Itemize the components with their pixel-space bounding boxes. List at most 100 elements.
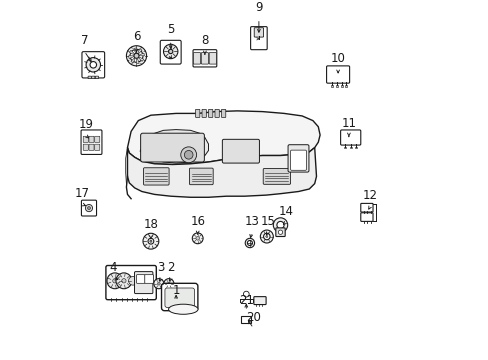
Text: 5: 5 (167, 23, 174, 36)
Polygon shape (138, 57, 143, 62)
FancyBboxPatch shape (195, 109, 200, 117)
Polygon shape (128, 56, 133, 59)
Bar (349, 147, 351, 148)
Text: 10: 10 (330, 52, 345, 65)
Bar (345, 85, 347, 86)
FancyBboxPatch shape (250, 27, 266, 50)
FancyBboxPatch shape (360, 213, 372, 221)
Circle shape (196, 237, 199, 240)
Text: 9: 9 (255, 1, 262, 14)
Circle shape (85, 204, 92, 212)
Polygon shape (131, 58, 135, 63)
Text: 12: 12 (362, 189, 377, 202)
Bar (241, 316, 251, 323)
Text: 13: 13 (244, 215, 259, 228)
Circle shape (116, 273, 132, 289)
Circle shape (168, 49, 172, 54)
Polygon shape (127, 148, 316, 197)
Text: 8: 8 (201, 34, 208, 47)
FancyBboxPatch shape (209, 53, 216, 64)
Polygon shape (136, 59, 139, 64)
Circle shape (122, 279, 126, 283)
FancyBboxPatch shape (254, 28, 263, 37)
Polygon shape (138, 49, 142, 54)
Text: 20: 20 (245, 311, 261, 324)
Text: 4: 4 (109, 261, 117, 274)
Polygon shape (129, 50, 134, 54)
FancyBboxPatch shape (141, 133, 204, 162)
FancyBboxPatch shape (340, 130, 360, 145)
Text: 1: 1 (172, 284, 180, 297)
FancyBboxPatch shape (144, 275, 153, 283)
Circle shape (167, 282, 170, 285)
Circle shape (148, 238, 153, 244)
Text: 11: 11 (341, 117, 356, 130)
FancyBboxPatch shape (143, 168, 169, 185)
FancyBboxPatch shape (193, 53, 200, 64)
Circle shape (278, 230, 282, 234)
Circle shape (184, 150, 193, 159)
FancyBboxPatch shape (106, 266, 156, 300)
Circle shape (86, 58, 101, 72)
Text: 17: 17 (74, 187, 89, 200)
FancyBboxPatch shape (253, 297, 265, 305)
FancyBboxPatch shape (290, 150, 306, 170)
Polygon shape (127, 111, 320, 165)
Polygon shape (134, 48, 136, 53)
FancyBboxPatch shape (95, 144, 100, 150)
FancyBboxPatch shape (201, 53, 208, 64)
FancyBboxPatch shape (202, 109, 206, 117)
Circle shape (247, 240, 252, 246)
Text: 18: 18 (143, 218, 158, 231)
FancyBboxPatch shape (95, 76, 98, 79)
Circle shape (263, 233, 269, 240)
Circle shape (142, 233, 159, 249)
Bar (335, 85, 337, 86)
Text: 14: 14 (278, 205, 293, 218)
Polygon shape (139, 53, 144, 56)
Circle shape (273, 218, 287, 232)
Text: 21: 21 (238, 294, 253, 307)
Circle shape (276, 221, 284, 229)
Circle shape (134, 53, 139, 58)
FancyBboxPatch shape (88, 76, 91, 79)
FancyBboxPatch shape (83, 144, 88, 150)
Circle shape (265, 235, 267, 238)
Circle shape (157, 282, 160, 285)
Circle shape (149, 240, 152, 242)
Circle shape (163, 279, 174, 289)
FancyBboxPatch shape (82, 51, 104, 78)
Circle shape (90, 62, 96, 68)
Circle shape (128, 276, 137, 285)
FancyBboxPatch shape (208, 109, 212, 117)
FancyBboxPatch shape (160, 40, 181, 64)
FancyBboxPatch shape (83, 136, 88, 142)
Bar (340, 85, 342, 86)
Text: 15: 15 (260, 215, 275, 228)
Text: 7: 7 (81, 34, 88, 47)
FancyBboxPatch shape (221, 109, 225, 117)
Circle shape (192, 233, 203, 244)
FancyBboxPatch shape (134, 271, 153, 294)
FancyBboxPatch shape (215, 109, 219, 117)
FancyBboxPatch shape (161, 283, 198, 311)
FancyBboxPatch shape (360, 203, 372, 212)
FancyBboxPatch shape (193, 50, 216, 67)
FancyBboxPatch shape (164, 288, 194, 307)
Circle shape (244, 238, 254, 248)
Circle shape (130, 49, 142, 62)
FancyBboxPatch shape (95, 136, 100, 142)
Circle shape (153, 279, 163, 289)
FancyBboxPatch shape (81, 200, 96, 216)
Bar (344, 147, 346, 148)
FancyBboxPatch shape (275, 228, 285, 237)
FancyBboxPatch shape (189, 168, 213, 185)
Circle shape (243, 291, 249, 297)
Text: 2: 2 (166, 261, 174, 274)
Circle shape (181, 147, 196, 163)
Bar (354, 147, 356, 148)
Polygon shape (140, 130, 208, 163)
FancyBboxPatch shape (326, 66, 349, 83)
FancyBboxPatch shape (89, 144, 94, 150)
FancyBboxPatch shape (81, 130, 102, 154)
